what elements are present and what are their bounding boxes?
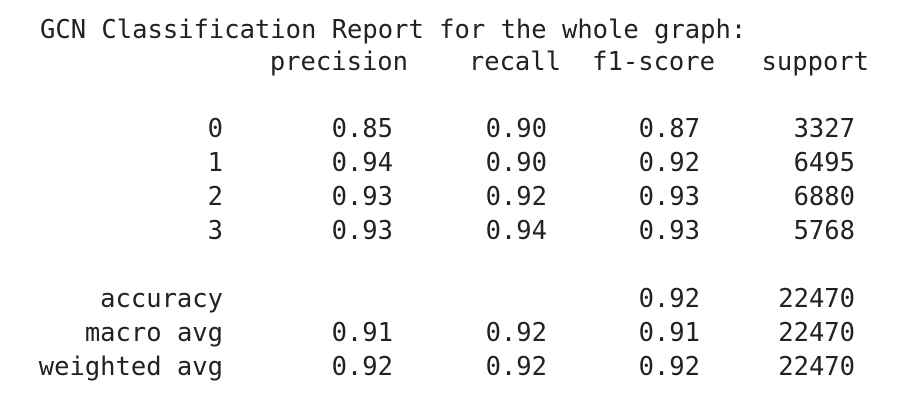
table-cell: 0.90 — [485, 114, 547, 144]
table-cell: 3327 — [793, 114, 855, 144]
table-cell: 0.90 — [485, 148, 547, 178]
row-label: 3 — [207, 216, 223, 246]
row-label: macro avg — [84, 318, 223, 348]
table-cell: 0.92 — [638, 148, 700, 178]
table-cell: 22470 — [778, 284, 855, 314]
table-cell: 5768 — [793, 216, 855, 246]
table-cell: 0.94 — [331, 148, 393, 178]
table-cell: 6880 — [793, 182, 855, 212]
table-cell: 0.91 — [331, 318, 393, 348]
table-cell: 0.94 — [485, 216, 547, 246]
table-cell: 0.92 — [638, 352, 700, 382]
table-cell: 0.85 — [331, 114, 393, 144]
table-cell: 0.93 — [331, 182, 393, 212]
column-header: f1-score — [592, 47, 715, 77]
table-cell: 6495 — [793, 148, 855, 178]
row-label: 2 — [207, 182, 223, 212]
table-cell: 0.91 — [638, 318, 700, 348]
table-cell: 0.93 — [638, 216, 700, 246]
table-cell: 0.93 — [331, 216, 393, 246]
table-cell: 0.93 — [638, 182, 700, 212]
column-header: recall — [468, 47, 561, 77]
column-header: precision — [269, 47, 408, 77]
table-cell: 0.92 — [485, 318, 547, 348]
table-cell: 22470 — [778, 318, 855, 348]
row-label: 0 — [207, 114, 223, 144]
table-cell: 0.92 — [331, 352, 393, 382]
table-cell: 22470 — [778, 352, 855, 382]
table-cell: 0.87 — [638, 114, 700, 144]
column-header: support — [761, 47, 869, 77]
table-cell: 0.92 — [638, 284, 700, 314]
table-cell: 0.92 — [485, 352, 547, 382]
row-label: weighted avg — [38, 352, 223, 382]
report-title: GCN Classification Report for the whole … — [40, 15, 747, 45]
row-label: 1 — [207, 148, 223, 178]
row-label: accuracy — [100, 284, 223, 314]
table-cell: 0.92 — [485, 182, 547, 212]
